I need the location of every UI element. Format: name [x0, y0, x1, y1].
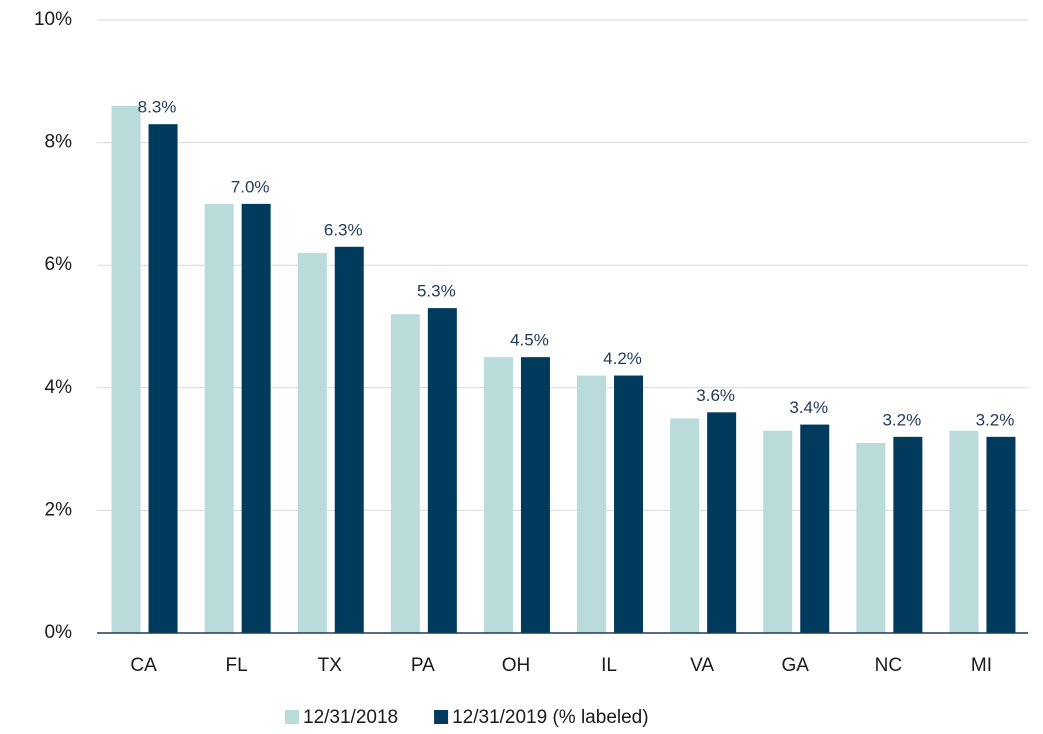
- x-tick-label: MI: [971, 655, 992, 676]
- bar: [893, 436, 923, 633]
- x-tick-label: VA: [690, 655, 714, 676]
- x-tick-label: PA: [411, 655, 435, 676]
- y-tick-label: 8%: [45, 132, 73, 153]
- legend-swatch: [285, 710, 299, 724]
- bar: [241, 203, 271, 633]
- bar: [390, 314, 420, 633]
- bar: [427, 308, 457, 633]
- value-label: 4.5%: [510, 331, 549, 350]
- value-label: 3.6%: [696, 386, 735, 405]
- value-label: 3.2%: [882, 410, 921, 429]
- bar: [856, 442, 886, 633]
- value-label: 5.3%: [417, 282, 456, 301]
- x-tick-label: IL: [601, 655, 617, 676]
- legend-label: 12/31/2018: [303, 707, 398, 728]
- value-label: 3.4%: [789, 398, 828, 417]
- y-tick-label: 10%: [34, 9, 72, 30]
- bar: [707, 412, 737, 633]
- bar: [204, 203, 234, 633]
- x-tick-label: NC: [875, 655, 902, 676]
- legend-label: 12/31/2019 (% labeled): [452, 707, 648, 728]
- value-label: 6.3%: [324, 220, 363, 239]
- x-tick-label: GA: [782, 655, 810, 676]
- bar: [763, 430, 793, 633]
- bar: [577, 375, 607, 633]
- value-label: 7.0%: [231, 177, 270, 196]
- bar: [800, 424, 830, 633]
- bar: [986, 436, 1016, 633]
- bar: [670, 418, 700, 633]
- y-tick-label: 2%: [45, 499, 73, 520]
- x-tick-label: OH: [502, 655, 531, 676]
- value-label: 4.2%: [603, 349, 642, 368]
- bar: [520, 357, 550, 633]
- legend-swatch: [434, 710, 449, 724]
- bar: [111, 105, 141, 633]
- value-label: 3.2%: [976, 410, 1015, 429]
- bar: [148, 124, 178, 634]
- x-tick-label: CA: [130, 655, 157, 676]
- bar: [297, 252, 327, 633]
- y-tick-label: 6%: [45, 254, 73, 275]
- y-tick-label: 0%: [45, 622, 73, 643]
- bar: [614, 375, 644, 633]
- bar: [483, 357, 513, 633]
- y-tick-label: 4%: [45, 377, 73, 398]
- value-label: 8.3%: [138, 98, 177, 117]
- bar: [949, 430, 979, 633]
- x-tick-label: FL: [226, 655, 248, 676]
- x-tick-label: TX: [318, 655, 343, 676]
- bar: [334, 246, 364, 633]
